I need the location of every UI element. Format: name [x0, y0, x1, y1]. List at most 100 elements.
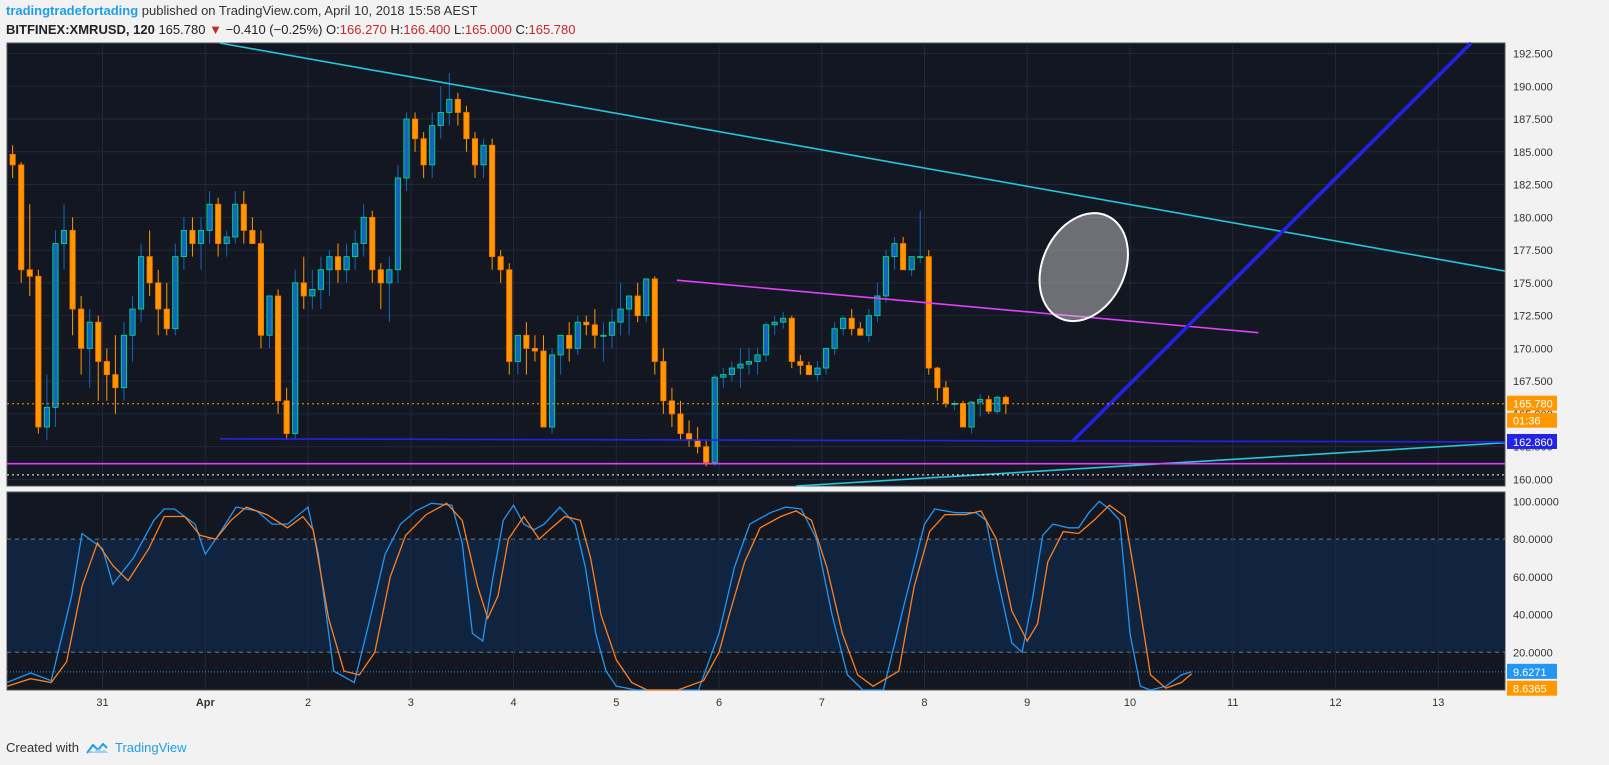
- candle-body: [275, 295, 282, 402]
- footer: Created with TradingView: [6, 740, 187, 755]
- price-tick-label: 170.000: [1513, 343, 1553, 355]
- price-tick-label: 187.500: [1513, 114, 1553, 126]
- candle-body: [86, 321, 93, 349]
- ohlc-header: BITFINEX:XMRUSD, 120 165.780 ▼ −0.410 (−…: [6, 22, 576, 37]
- thick-blue-uptrend-line: [1071, 41, 1473, 443]
- high-label: H:: [390, 22, 404, 37]
- candle-body: [352, 243, 359, 258]
- tradingview-link[interactable]: TradingView: [114, 740, 187, 755]
- time-tick-label: 11: [1227, 697, 1238, 709]
- time-tick-label: 2: [305, 697, 311, 709]
- stoch-orange-line: [6, 502, 1193, 691]
- candle-body: [43, 406, 50, 428]
- time-tick-label: 7: [819, 697, 825, 709]
- change-value: −0.410 (−0.25%): [225, 22, 323, 37]
- candle-body: [60, 230, 68, 244]
- candle-body: [925, 256, 932, 369]
- candle-body: [146, 256, 153, 284]
- candle-body: [506, 269, 513, 362]
- candle-body: [172, 256, 179, 330]
- candle-body: [891, 243, 898, 258]
- candle-body: [386, 269, 393, 284]
- candle-body: [668, 400, 675, 415]
- candle-body: [257, 243, 265, 336]
- open-label: O:: [326, 22, 340, 37]
- time-tick-label: 8: [921, 697, 927, 709]
- stoch-tick-label: 80.0000: [1513, 534, 1553, 546]
- candle-body: [189, 230, 196, 244]
- candle-body: [197, 230, 205, 244]
- price-tick-label: 180.000: [1513, 212, 1553, 224]
- candle-body: [626, 295, 633, 310]
- candle-body: [720, 374, 727, 378]
- candle-body: [429, 125, 436, 166]
- candle-body: [908, 256, 915, 271]
- candle-body: [959, 403, 967, 428]
- candle-body: [437, 112, 444, 126]
- candle-body: [968, 401, 975, 428]
- low-label: L:: [454, 22, 465, 37]
- candle-body: [26, 269, 33, 277]
- candle-body: [377, 269, 384, 284]
- candle-body: [309, 289, 316, 297]
- candle-body: [112, 374, 119, 389]
- candle-body: [771, 321, 778, 326]
- candle-body: [249, 230, 256, 244]
- last-price-badge: 165.780: [1513, 399, 1553, 411]
- price-tick-label: 177.500: [1513, 245, 1553, 257]
- candle-body: [266, 295, 273, 336]
- candle-body: [129, 308, 136, 336]
- candle-body: [566, 334, 573, 349]
- candle-body: [531, 347, 538, 352]
- time-tick-label: 13: [1432, 697, 1444, 709]
- candle-body: [660, 361, 667, 402]
- candle-body: [848, 317, 855, 330]
- candle-body: [703, 446, 710, 463]
- stoch-d-badge-bg: [1507, 680, 1557, 696]
- last-price-badge-bg: [1507, 395, 1557, 411]
- candle-body: [548, 354, 556, 428]
- candle-body: [874, 295, 881, 317]
- candle-body: [608, 321, 616, 336]
- candle-body: [788, 317, 795, 362]
- price-tick-label: 160.000: [1513, 474, 1553, 486]
- candle-body: [35, 275, 42, 428]
- stoch-k-badge-bg: [1507, 663, 1557, 679]
- tradingview-logo-icon: [86, 742, 108, 754]
- candle-body: [985, 399, 992, 412]
- candle-body: [18, 164, 25, 271]
- candle-body: [651, 278, 658, 362]
- candle-body: [694, 439, 701, 448]
- candle-body: [300, 282, 307, 297]
- candle-body: [180, 230, 187, 258]
- price-tick-label: 185.000: [1513, 147, 1553, 159]
- candle-body: [780, 317, 787, 323]
- candle-body: [557, 334, 564, 356]
- candle-body: [737, 363, 744, 369]
- candle-body: [420, 138, 427, 166]
- candle-body: [1002, 396, 1009, 405]
- time-tick-label: 9: [1024, 697, 1030, 709]
- candle-body: [9, 154, 16, 166]
- candle-body: [78, 308, 85, 349]
- time-tick-label: 12: [1329, 697, 1341, 709]
- candle-body: [360, 216, 367, 244]
- candle-body: [865, 315, 872, 336]
- magenta-resistance-line: [676, 279, 1259, 334]
- candle-body: [138, 256, 145, 310]
- candle-body: [463, 112, 470, 140]
- time-tick-label: 5: [613, 697, 619, 709]
- created-with-label: Created with: [6, 740, 79, 755]
- candle-body: [643, 278, 650, 317]
- close-label: C:: [515, 22, 529, 37]
- time-tick-label: 4: [510, 697, 516, 709]
- symbol-label: BITFINEX:XMRUSD, 120: [6, 22, 155, 37]
- candle-body: [711, 376, 718, 463]
- author-link[interactable]: tradingtradefortading: [6, 3, 139, 18]
- stoch-blue-line: [6, 500, 1192, 691]
- stoch-k-badge: 9.6271: [1513, 667, 1547, 679]
- candle-body: [369, 216, 376, 271]
- candle-body: [471, 138, 479, 166]
- candle-body: [497, 256, 504, 271]
